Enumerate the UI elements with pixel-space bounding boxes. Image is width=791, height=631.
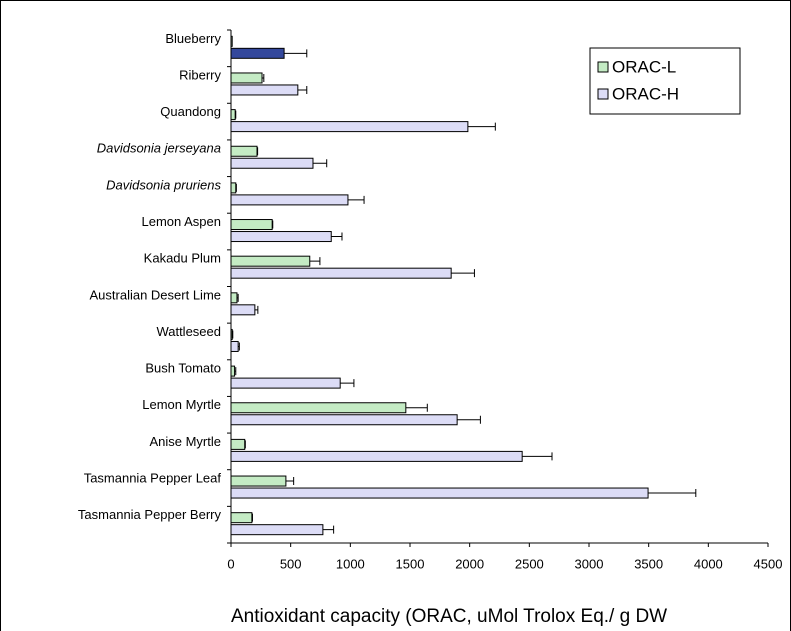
bar: [230, 475, 287, 487]
legend-swatch: [597, 88, 609, 100]
error-bar: [312, 159, 328, 168]
error-bar: [451, 269, 475, 278]
bar: [230, 47, 285, 59]
x-tick-label: 0: [227, 556, 234, 571]
bar: [230, 35, 233, 47]
y-tick-label: Davidsonia pruriens: [106, 177, 221, 192]
bar: [230, 145, 258, 157]
error-bar: [331, 232, 343, 241]
y-tick-label: Lemon Myrtle: [142, 397, 221, 412]
error-bar: [235, 183, 237, 192]
bar: [230, 231, 332, 243]
error-bar: [238, 342, 240, 351]
error-bar: [467, 122, 496, 131]
y-tick-label: Wattleseed: [156, 324, 221, 339]
x-tick-label: 4500: [754, 556, 783, 571]
bar: [230, 219, 273, 231]
x-axis-label: Antioxidant capacity (ORAC, uMol Trolox …: [231, 606, 667, 627]
error-bar: [251, 513, 253, 522]
legend-box: [589, 47, 741, 115]
bar: [230, 438, 246, 450]
y-tick-label: Australian Desert Lime: [90, 287, 222, 302]
bar: [230, 157, 314, 169]
error-bar: [340, 379, 355, 388]
error-bar: [232, 330, 234, 339]
bar: [230, 328, 233, 340]
error-bar: [405, 403, 428, 412]
bar: [230, 402, 407, 414]
bar: [230, 194, 349, 206]
bar: [230, 524, 324, 536]
bar: [230, 340, 239, 352]
x-tick-label: 3000: [575, 556, 604, 571]
x-tick-label: 500: [280, 556, 302, 571]
bar: [230, 304, 256, 316]
y-tick-label: Riberry: [179, 67, 221, 82]
bar: [230, 292, 238, 304]
bar: [230, 450, 523, 462]
error-bar: [235, 110, 237, 119]
error-bar: [309, 257, 321, 266]
bar: [230, 121, 469, 133]
legend-swatch: [597, 61, 609, 73]
bar: [230, 72, 263, 84]
error-bar: [285, 477, 295, 486]
error-bar: [322, 525, 335, 534]
bar: [230, 84, 299, 96]
y-tick-label: Lemon Aspen: [141, 214, 221, 229]
bar: [230, 255, 311, 267]
legend-label: ORAC-H: [612, 84, 679, 103]
error-bar: [297, 85, 308, 94]
error-bar: [257, 147, 259, 156]
bar: [230, 414, 458, 426]
error-bar: [254, 305, 259, 314]
y-tick-label: Quandong: [160, 104, 221, 119]
bar: [230, 109, 236, 121]
error-bar: [236, 293, 239, 302]
bar: [230, 267, 452, 279]
error-bar: [262, 73, 265, 82]
legend-label: ORAC-L: [612, 57, 676, 76]
y-tick-label: Blueberry: [165, 31, 221, 46]
y-tick-label: Kakadu Plum: [144, 251, 221, 266]
x-tick-label: 1000: [336, 556, 365, 571]
x-tick-label: 3500: [634, 556, 663, 571]
error-bar: [284, 49, 308, 58]
error-bar: [272, 220, 274, 229]
bar: [230, 512, 253, 524]
bar: [230, 377, 341, 389]
error-bar: [522, 452, 553, 461]
error-bar: [347, 195, 365, 204]
x-tick-label: 2000: [455, 556, 484, 571]
y-tick-label: Tasmannia Pepper Berry: [78, 507, 222, 522]
error-bar: [244, 440, 246, 449]
error-bar: [234, 367, 237, 376]
y-tick-label: Anise Myrtle: [149, 434, 221, 449]
bar: [230, 487, 649, 499]
error-bar: [648, 489, 697, 498]
bar: [230, 182, 237, 194]
y-tick-label: Davidsonia jerseyana: [97, 141, 221, 156]
y-tick-label: Bush Tomato: [145, 361, 221, 376]
bar: [230, 365, 236, 377]
x-tick-label: 1500: [396, 556, 425, 571]
x-tick-label: 4000: [694, 556, 723, 571]
error-bar: [457, 415, 481, 424]
y-tick-label: Tasmannia Pepper Leaf: [84, 470, 222, 485]
x-tick-label: 2500: [515, 556, 544, 571]
